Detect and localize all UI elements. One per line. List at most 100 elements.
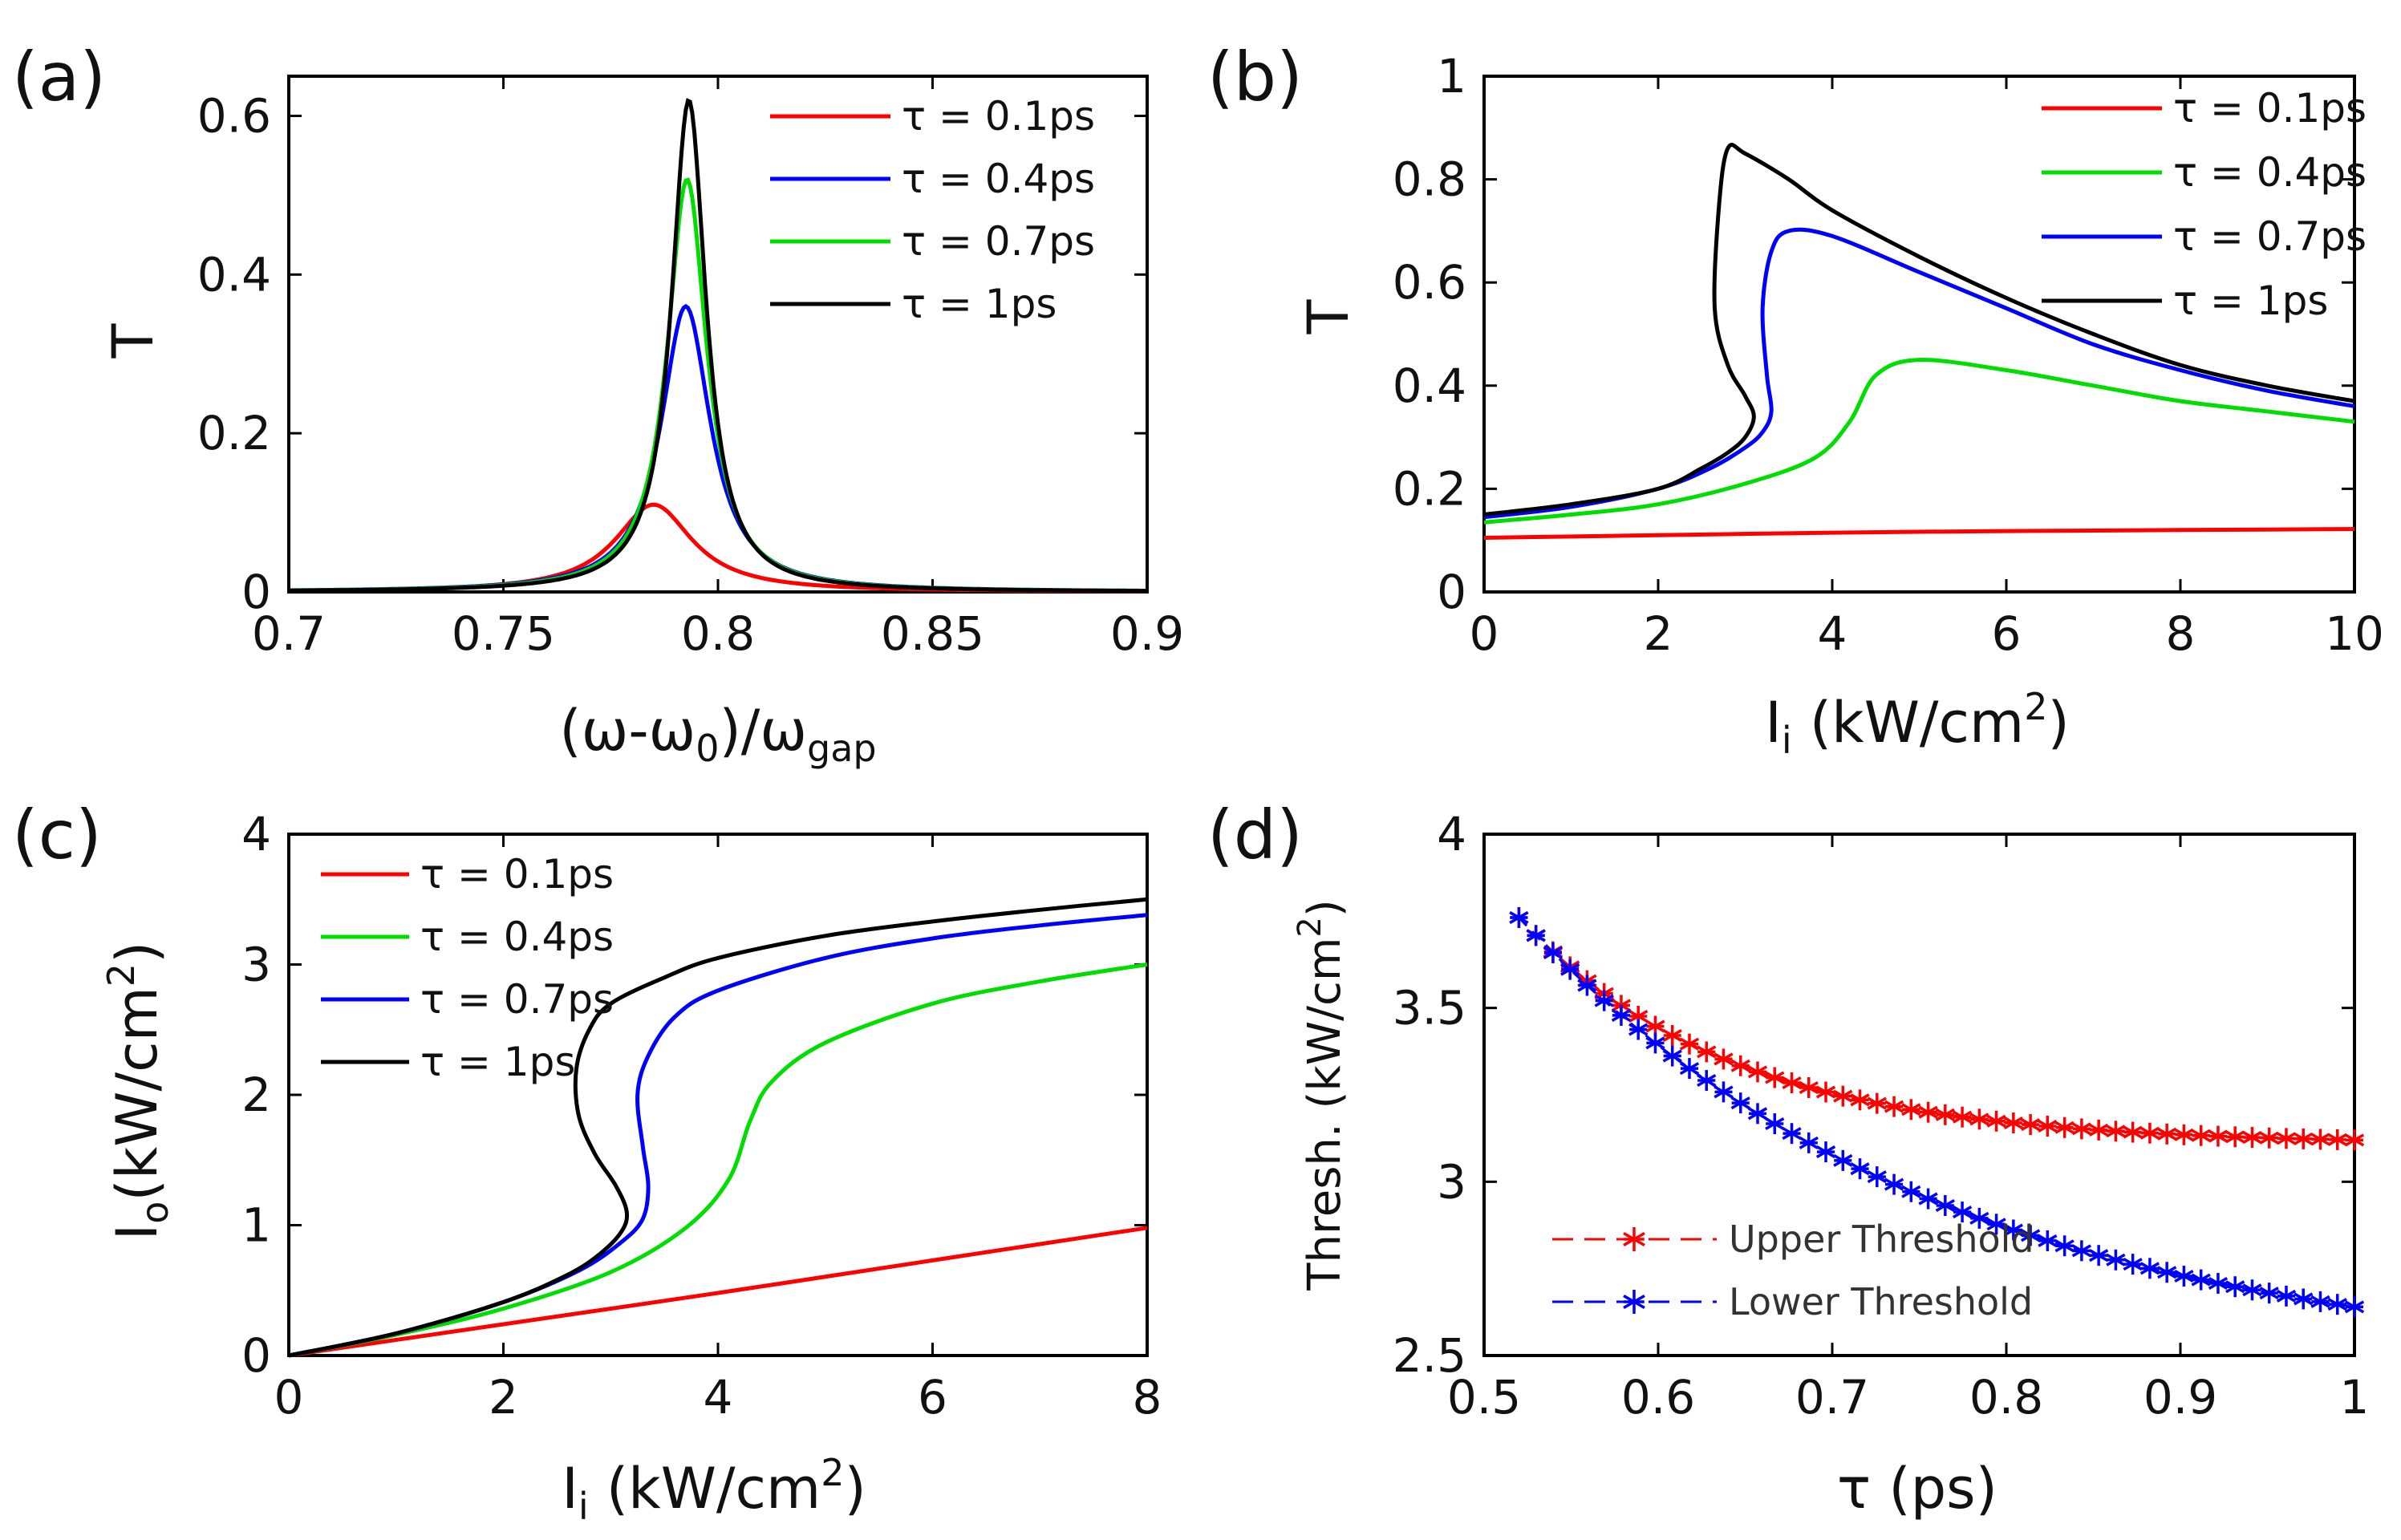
x-tick-label: 10 [2325,606,2384,661]
y-tick-label: 0.8 [1393,152,1466,207]
data-point [1560,958,1580,980]
x-tick-label: 0.5 [1447,1370,1521,1424]
x-tick-label: 1 [2340,1370,2370,1424]
data-point [1901,1181,1921,1202]
y-tick-label: 3 [1437,1154,1466,1209]
series-line-1 [1483,527,2355,540]
x-axis-title: (ω-ω0)/ωgap [559,698,876,770]
x-tick-label: 0.75 [452,606,555,661]
legend-label: τ = 1ps [420,1039,575,1085]
data-point [1918,1101,1938,1123]
y-tick-label: 2 [241,1068,271,1122]
x-tick-label: 0.85 [881,606,984,661]
data-point [1867,1092,1887,1114]
data-point [1747,1103,1768,1125]
data-point [2259,1127,2279,1149]
data-point [1986,1214,2006,1235]
data-point [2038,1230,2058,1251]
data-point [1509,907,1529,928]
x-tick-label: 4 [1818,606,1847,661]
panel-label: (d) [1207,796,1303,874]
data-point [1935,1194,1955,1216]
data-point [1952,1106,1973,1128]
data-point [1850,1089,1870,1111]
x-tick-label: 0 [1470,606,1499,661]
data-point [1628,1019,1649,1040]
data-point [1867,1166,1887,1188]
legend-label: τ = 0.1ps [420,851,614,898]
y-axis-title: T [100,323,166,359]
data-point [1714,1081,1734,1103]
data-point [1679,1033,1700,1055]
data-point [2174,1266,2194,1287]
data-point [2157,1262,2177,1283]
data-point [2242,1279,2262,1301]
legend-label: τ = 1ps [2173,278,2328,324]
data-point [1884,1173,1904,1195]
panel-d: 0.5 0.6 0.7 0.8 0.9 1 2.5 3 3.5 4 (d) Upper Thresho… [1207,796,2369,1522]
legend-label: τ = 0.4ps [902,156,1095,202]
legend-label: τ = 0.4ps [420,914,614,960]
data-point [1986,1110,2006,1132]
y-tick-label: 1 [241,1198,271,1253]
data-point [1730,1092,1750,1114]
data-point [2003,1219,2023,1241]
y-tick-label: 0.6 [1393,255,1466,310]
data-point [2123,1254,2143,1275]
series-line-4 [1483,143,2355,517]
data-point [1850,1158,1870,1180]
x-tick-label: 8 [1133,1370,1162,1424]
y-tick-label: 0.4 [197,247,271,302]
data-point [2106,1249,2126,1270]
y-tick-label: 4 [241,807,271,861]
panel-c: 0 2 4 6 8 0 1 2 3 4 (c) τ = 0.1ps τ = 0.4ps τ = 0.7ps… [12,796,1162,1528]
series-line-4 [289,98,1147,594]
data-point [2344,1296,2365,1318]
y-tick-label: 0.2 [1393,461,1466,516]
data-point [1799,1076,1819,1098]
plot-frame [1482,75,2356,594]
x-axis-title: τ (ps) [1837,1456,1997,1522]
data-point [1782,1123,1802,1145]
x-tick-label: 0.7 [1795,1370,1869,1424]
data-point [1833,1085,1853,1107]
panel-label: (a) [12,38,106,116]
data-point [2089,1119,2109,1141]
data-point [2310,1291,2330,1312]
data-point [2020,1114,2041,1136]
panel-label: (b) [1207,38,1303,116]
legend-label: τ = 0.7ps [2173,213,2367,260]
data-point [1594,990,1614,1011]
legend-label: τ = 0.1ps [2173,85,2367,132]
data-point [2123,1121,2143,1143]
data-point [1782,1072,1802,1093]
data-point [2054,1235,2075,1257]
data-point [2071,1240,2092,1262]
y-tick-label: 2.5 [1393,1328,1466,1383]
x-tick-label: 0.6 [1621,1370,1695,1424]
data-point [1799,1132,1819,1153]
x-tick-label: 8 [2166,606,2196,661]
data-point [1952,1202,1973,1223]
y-tick-label: 0 [1437,565,1466,619]
panel-b: 0 2 4 6 8 10 0 0.2 0.4 0.6 0.8 1 (b) τ = 0.1ps τ = 0.4… [1207,38,2384,762]
data-point [1935,1104,1955,1125]
plot-frame [1482,833,2356,1357]
x-tick-label: 6 [1992,606,2022,661]
data-point [1901,1099,1921,1121]
y-tick-label: 0 [241,565,271,619]
legend-label: Upper Threshold [1729,1218,2034,1261]
data-point [1697,1041,1717,1063]
legend-label: τ = 0.7ps [902,218,1095,265]
x-tick-label: 6 [918,1370,947,1424]
data-point [1526,925,1546,946]
data-point [1884,1096,1904,1117]
data-point [2089,1245,2109,1266]
y-axis-title: Thresh. (kW/cm2) [1292,899,1351,1291]
data-point [2139,1122,2160,1144]
y-axis-title: T [1296,299,1361,334]
panel-a: 0.7 0.75 0.8 0.85 0.9 0 0.2 0.4 0.6 (a) τ = 0.1ps τ… [12,38,1184,770]
data-point [1577,975,1597,996]
series-line-4 [288,897,1148,1358]
x-axis-title: Ii (kW/cm2) [1765,685,2070,762]
